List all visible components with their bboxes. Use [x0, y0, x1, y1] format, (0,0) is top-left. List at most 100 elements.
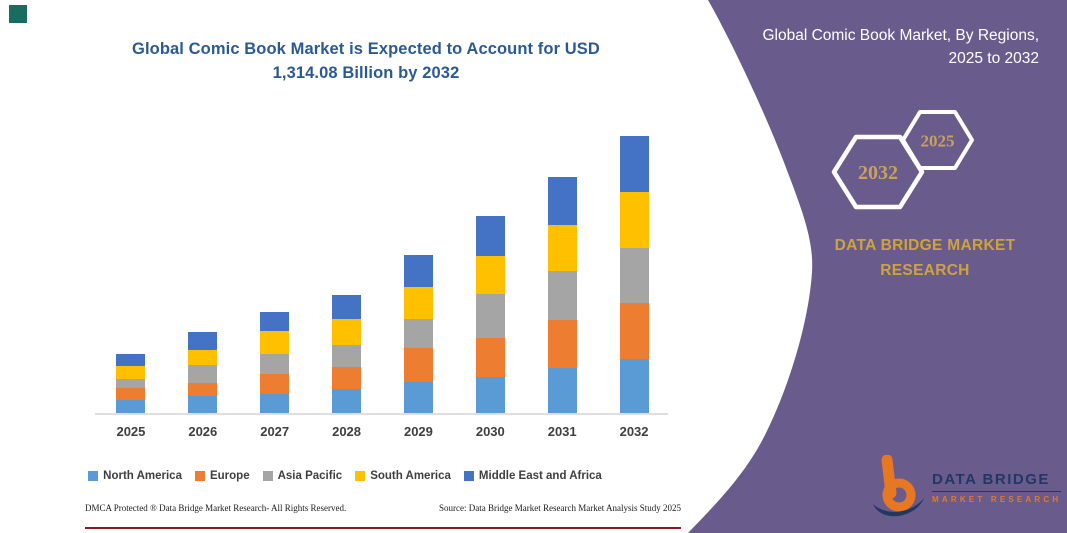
- bar-segment-north-america: [475, 377, 505, 413]
- bar-segment-europe: [403, 347, 433, 383]
- bar-segment-asia-pacific: [619, 247, 649, 304]
- chart-region: Global Comic Book Market is Expected to …: [0, 0, 690, 529]
- bar-segment-middle-east-and-africa: [332, 294, 362, 319]
- bar-segment-europe: [547, 319, 577, 368]
- plot-columns: [95, 0, 670, 413]
- brand-text-line2: RESEARCH: [880, 261, 970, 279]
- legend-item-middle-east-and-africa: Middle East and Africa: [463, 470, 602, 482]
- dbmr-logo-text: DATA BRIDGE MARKET RESEARCH: [932, 471, 1062, 504]
- bar-column-2025: [95, 353, 167, 413]
- corner-square-decoration: [9, 5, 27, 23]
- legend-item-north-america: North America: [88, 470, 182, 482]
- bar-column-2030: [454, 216, 526, 413]
- purple-wave: [688, 0, 1067, 533]
- legend-label-north-america: North America: [103, 470, 182, 482]
- bar-segment-middle-east-and-africa: [188, 331, 218, 350]
- bar-stack-2028: [332, 294, 362, 413]
- x-axis-label-2032: 2032: [619, 424, 649, 439]
- chart-title-line1: Global Comic Book Market is Expected to …: [132, 40, 600, 58]
- bar-segment-middle-east-and-africa: [260, 312, 290, 332]
- hexagon-2025: [901, 110, 974, 170]
- bar-segment-europe: [619, 303, 649, 360]
- legend-item-asia-pacific: Asia Pacific: [262, 470, 343, 482]
- bar-column-2031: [526, 177, 598, 413]
- bar-segment-middle-east-and-africa: [116, 353, 146, 367]
- x-axis-labels: 2025 2026 2027 2028 2029 2030 2031 2032: [95, 424, 670, 439]
- year-hexagons: 2032 2025: [831, 110, 974, 210]
- x-axis-line: [95, 413, 668, 415]
- bar-stack-2026: [188, 331, 218, 413]
- bar-column-2028: [311, 294, 383, 413]
- bar-column-2029: [383, 255, 455, 413]
- bar-segment-south-america: [116, 366, 146, 379]
- bar-column-2032: [598, 136, 670, 413]
- bar-segment-south-america: [475, 256, 505, 295]
- x-axis-label-2028: 2028: [332, 424, 362, 439]
- plot-area: [95, 0, 670, 413]
- bar-segment-asia-pacific: [403, 318, 433, 348]
- bar-segment-asia-pacific: [116, 378, 146, 388]
- bar-segment-middle-east-and-africa: [547, 177, 577, 225]
- bar-segment-asia-pacific: [475, 294, 505, 338]
- x-axis-label-2025: 2025: [116, 424, 146, 439]
- bar-segment-europe: [116, 387, 146, 401]
- legend-label-europe: Europe: [209, 470, 250, 482]
- bar-segment-south-america: [332, 318, 362, 346]
- legend-label-asia-pacific: Asia Pacific: [277, 470, 343, 482]
- legend-label-south-america: South America: [370, 470, 451, 482]
- legend-swatch-asia-pacific: [262, 471, 273, 481]
- bar-segment-north-america: [188, 396, 218, 413]
- bar-segment-north-america: [403, 382, 433, 413]
- brand-text-line1: DATA BRIDGE MARKET: [834, 237, 1016, 254]
- bar-segment-south-america: [260, 331, 290, 355]
- bar-segment-south-america: [188, 349, 218, 366]
- x-axis-label-2029: 2029: [403, 424, 433, 439]
- bar-segment-north-america: [332, 389, 362, 413]
- dbmr-logo-subtitle: MARKET RESEARCH: [932, 495, 1062, 504]
- bar-segment-asia-pacific: [332, 345, 362, 368]
- bar-segment-middle-east-and-africa: [475, 216, 505, 257]
- footer-dmca-text: DMCA Protected ® Data Bridge Market Rese…: [85, 503, 347, 513]
- bar-segment-europe: [475, 337, 505, 377]
- hexagon-2032-label: 2032: [858, 162, 898, 184]
- legend-swatch-europe: [194, 471, 205, 481]
- bar-segment-middle-east-and-africa: [403, 255, 433, 288]
- legend-label-middle-east-and-africa: Middle East and Africa: [478, 470, 602, 482]
- x-axis-label-2026: 2026: [188, 424, 218, 439]
- legend-item-south-america: South America: [355, 470, 451, 482]
- x-axis-label-2027: 2027: [260, 424, 290, 439]
- legend-swatch-south-america: [355, 471, 366, 481]
- bar-segment-europe: [260, 373, 290, 395]
- bar-column-2027: [239, 312, 311, 413]
- chart-title: Global Comic Book Market is Expected to …: [80, 38, 652, 86]
- chart-legend: North America Europe Asia Pacific South Ame…: [0, 470, 690, 482]
- bar-segment-north-america: [260, 394, 290, 413]
- hexagon-2025-label: 2025: [921, 132, 955, 151]
- bar-segment-north-america: [116, 400, 146, 413]
- chart-title-line2: 1,314.08 Billion by 2032: [272, 63, 460, 82]
- hexagon-2032: [831, 134, 925, 210]
- bar-segment-south-america: [619, 192, 649, 248]
- bar-segment-north-america: [619, 359, 649, 413]
- bar-stack-2029: [403, 255, 433, 413]
- bar-stack-2027: [260, 312, 290, 413]
- bar-stack-2025: [116, 353, 146, 413]
- x-axis-label-2030: 2030: [475, 424, 505, 439]
- bar-segment-europe: [332, 367, 362, 390]
- legend-swatch-middle-east-and-africa: [463, 471, 474, 481]
- legend-swatch-north-america: [88, 471, 99, 481]
- bottom-rule-decoration: [85, 527, 681, 529]
- sidebar-title: Global Comic Book Market, By Regions, 20…: [762, 27, 1039, 68]
- bar-segment-asia-pacific: [188, 365, 218, 383]
- bar-stack-2030: [475, 216, 505, 413]
- bar-stack-2032: [619, 136, 649, 413]
- legend-item-europe: Europe: [194, 470, 250, 482]
- chart-footer: DMCA Protected ® Data Bridge Market Rese…: [85, 503, 681, 513]
- dbmr-logo-name: DATA BRIDGE: [932, 471, 1062, 492]
- bar-segment-south-america: [403, 287, 433, 319]
- brand-text: DATA BRIDGE MARKET RESEARCH: [810, 234, 1040, 284]
- bar-column-2026: [167, 331, 239, 413]
- bar-segment-middle-east-and-africa: [619, 136, 649, 193]
